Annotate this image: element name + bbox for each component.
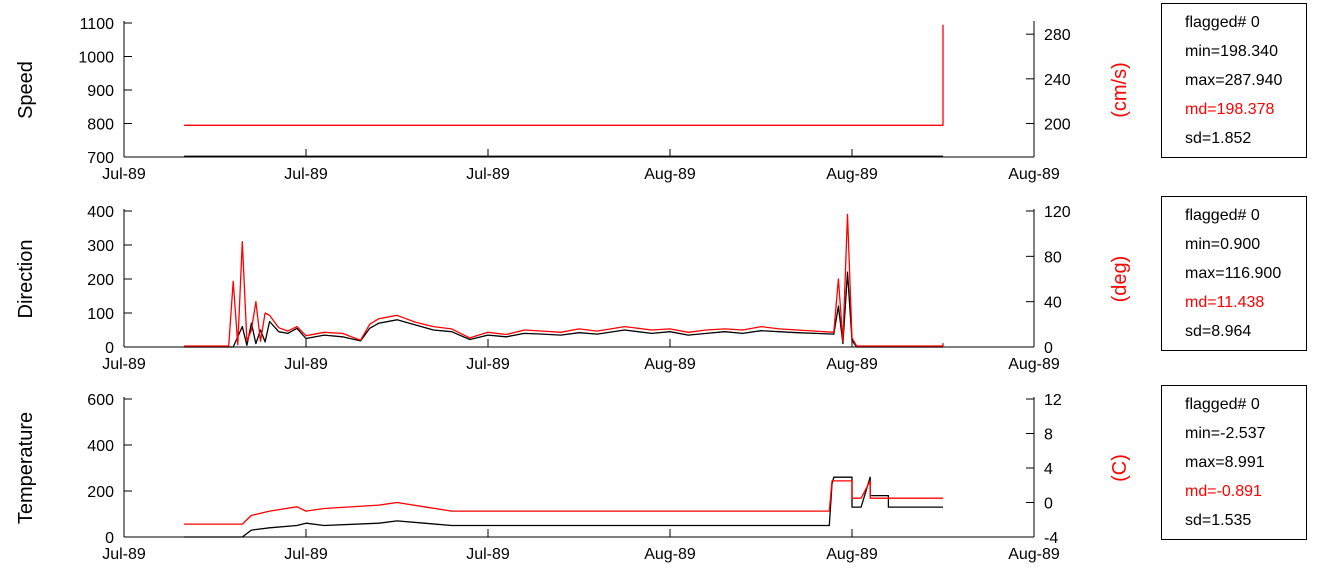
speed-x-tick-label: Jul-89	[102, 166, 146, 183]
temperature-right-tick-label: 4	[1044, 461, 1053, 478]
direction-x-tick-label: Aug-89	[644, 356, 696, 373]
temperature-stat-max: max=8.991	[1185, 454, 1265, 471]
temperature-stat-md: md=-0.891	[1185, 483, 1262, 500]
temperature-x-tick-label: Jul-89	[102, 546, 146, 563]
direction-right-tick-label: 40	[1044, 295, 1062, 312]
direction-x-tick-label: Aug-89	[1008, 356, 1060, 373]
temperature-right-tick-label: 8	[1044, 427, 1053, 444]
speed-right-tick-label: 240	[1044, 72, 1071, 89]
direction-right-tick-label: 0	[1044, 340, 1053, 357]
temperature-stats-box: flagged# 0 min=-2.537 max=8.991 md=-0.89…	[1161, 385, 1307, 540]
temperature-x-tick-label: Aug-89	[644, 546, 696, 563]
temperature-x-tick-label: Aug-89	[826, 546, 878, 563]
direction-left-tick-label: 0	[105, 340, 114, 357]
direction-left-tick-label: 200	[87, 272, 114, 289]
direction-stat-sd: sd=8.964	[1185, 323, 1252, 340]
speed-left-tick-label: 800	[87, 117, 114, 134]
direction-left-tick-label: 300	[87, 238, 114, 255]
speed-right-tick-label: 200	[1044, 117, 1071, 134]
speed-x-tick-label: Jul-89	[466, 166, 510, 183]
temperature-x-tick-label: Aug-89	[1008, 546, 1060, 563]
direction-left-tick-label: 400	[87, 204, 114, 221]
direction-right-tick-label: 120	[1044, 204, 1071, 221]
temperature-right-tick-label: -4	[1044, 530, 1058, 547]
temperature-right-axis-title: (C)	[1109, 454, 1131, 482]
speed-left-tick-label: 900	[87, 83, 114, 100]
speed-stats-box: flagged# 0 min=198.340 max=287.940 md=19…	[1161, 3, 1307, 158]
temperature-x-tick-label: Jul-89	[466, 546, 510, 563]
temperature-y-axis-title: Temperature	[15, 412, 37, 524]
temperature-x-tick-label: Jul-89	[284, 546, 328, 563]
temperature-series-black-line	[184, 476, 943, 538]
direction-x-tick-label: Jul-89	[284, 356, 328, 373]
direction-series-black-line	[184, 271, 943, 348]
speed-right-axis-title: (cm/s)	[1109, 62, 1131, 118]
speed-stat-sd: sd=1.852	[1185, 130, 1252, 147]
direction-stat-min: min=0.900	[1185, 236, 1261, 253]
speed-stat-min: min=198.340	[1185, 43, 1278, 60]
speed-right-tick-label: 280	[1044, 27, 1071, 44]
temperature-left-tick-label: 600	[87, 392, 114, 409]
direction-stat-md: md=11.438	[1185, 294, 1265, 311]
direction-x-tick-label: Jul-89	[102, 356, 146, 373]
speed-left-tick-label: 700	[87, 150, 114, 167]
direction-stats-box: flagged# 0 min=0.900 max=116.900 md=11.4…	[1161, 196, 1307, 351]
speed-stat-max: max=287.940	[1185, 72, 1283, 89]
temperature-stat-sd: sd=1.535	[1185, 512, 1252, 529]
speed-series-red-line	[184, 24, 944, 126]
direction-series-red-line	[184, 213, 944, 347]
direction-y-axis-title: Direction	[15, 240, 37, 319]
temperature-stat-flagged: flagged# 0	[1185, 396, 1260, 413]
direction-right-axis-title: (deg)	[1109, 256, 1131, 303]
temperature-stat-min: min=-2.537	[1185, 425, 1266, 442]
temperature-right-tick-label: 0	[1044, 496, 1053, 513]
temperature-left-tick-label: 200	[87, 484, 114, 501]
speed-x-tick-label: Aug-89	[826, 166, 878, 183]
direction-left-tick-label: 100	[87, 306, 114, 323]
speed-x-tick-label: Aug-89	[1008, 166, 1060, 183]
speed-x-tick-label: Jul-89	[284, 166, 328, 183]
temperature-left-tick-label: 400	[87, 438, 114, 455]
speed-y-axis-title: Speed	[15, 61, 37, 119]
direction-x-tick-label: Aug-89	[826, 356, 878, 373]
speed-left-tick-label: 1000	[78, 50, 114, 67]
temperature-right-tick-label: 12	[1044, 392, 1062, 409]
temperature-series-red-line	[184, 480, 943, 525]
speed-x-tick-label: Aug-89	[644, 166, 696, 183]
speed-stat-flagged: flagged# 0	[1185, 14, 1260, 31]
direction-stat-max: max=116.900	[1185, 265, 1282, 282]
direction-stat-flagged: flagged# 0	[1185, 207, 1260, 224]
speed-stat-md: md=198.378	[1185, 101, 1275, 118]
direction-right-tick-label: 80	[1044, 249, 1062, 266]
speed-left-tick-label: 1100	[80, 16, 115, 33]
temperature-left-tick-label: 0	[105, 530, 114, 547]
direction-x-tick-label: Jul-89	[466, 356, 510, 373]
